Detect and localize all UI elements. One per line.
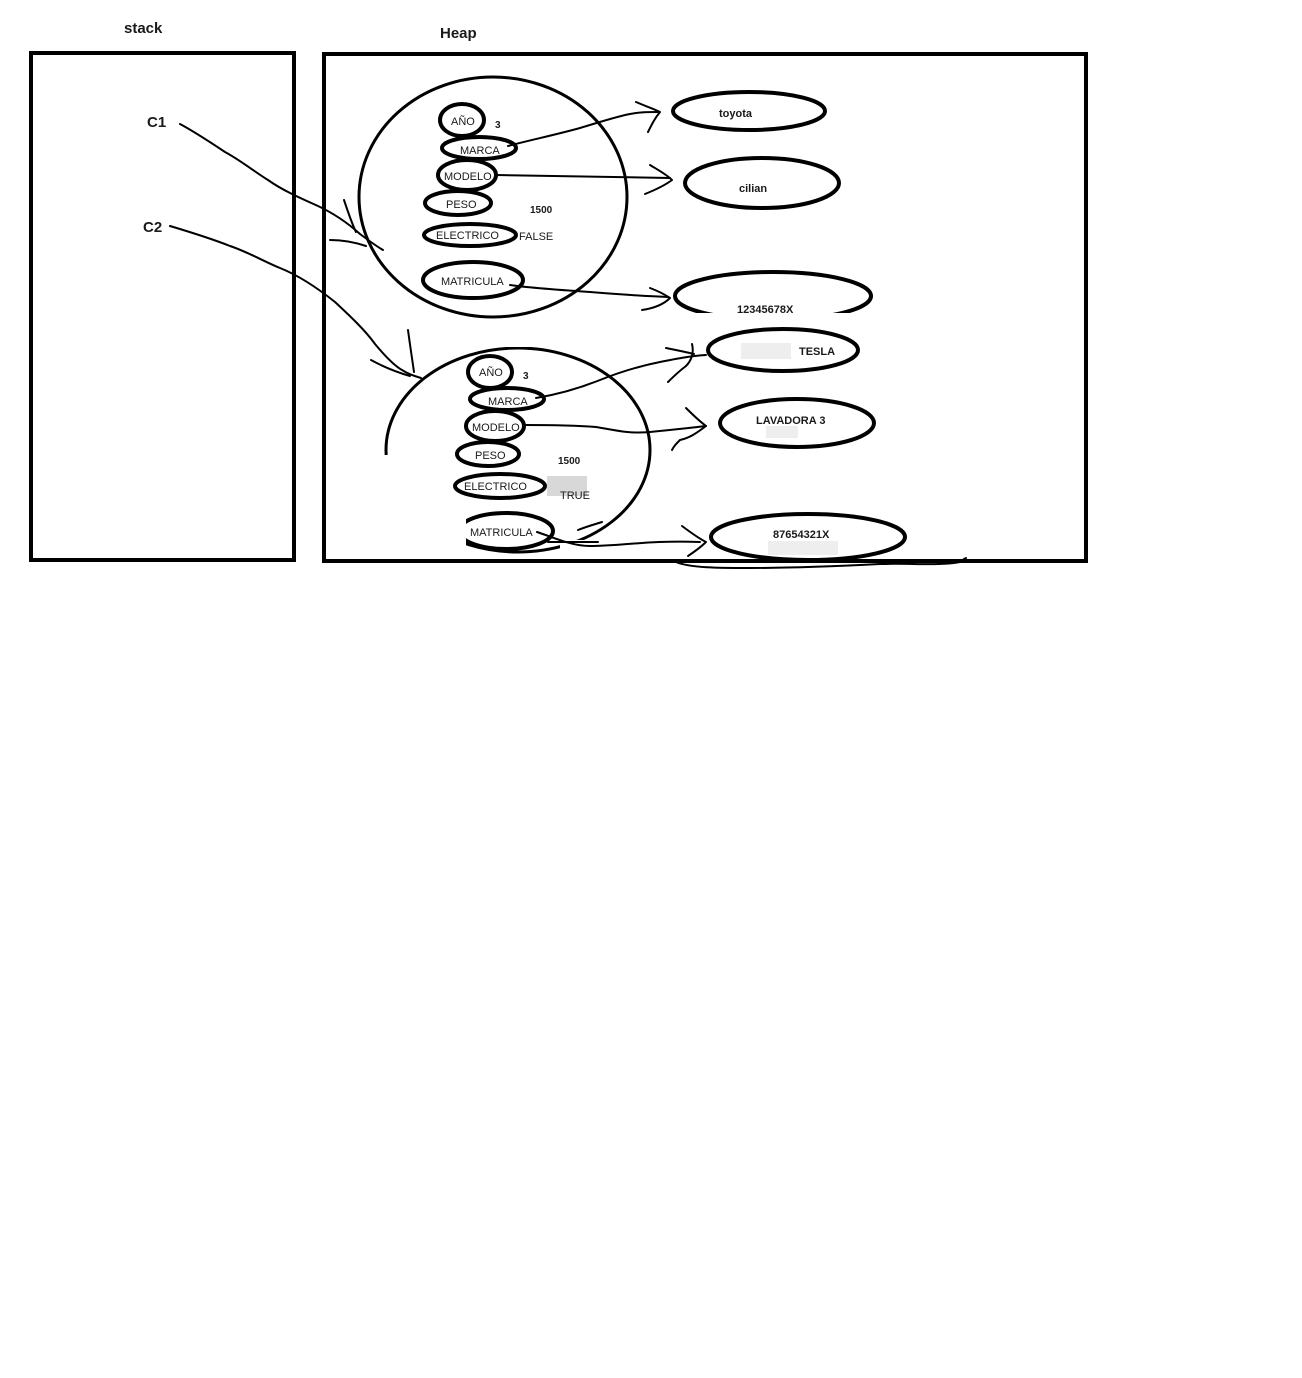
object-c2: AÑO 3 MARCA MODELO PESO 1500 ELECTRICO T… <box>384 333 652 554</box>
arrow-modelo2-head <box>671 407 707 451</box>
string-toyota-text: toyota <box>719 108 753 120</box>
arrow-marca2-to-tesla <box>535 354 707 399</box>
bottom-scribble <box>675 557 967 569</box>
arrow-marca2-head <box>665 343 695 383</box>
field-marca-oval <box>440 135 518 161</box>
arrow-matricula2-head <box>681 525 707 557</box>
field-anio-oval <box>438 102 486 138</box>
field-modelo-label: MODELO <box>472 422 520 434</box>
arrow-marca1-head <box>635 101 661 133</box>
arrow-c1-to-object1 <box>179 123 384 251</box>
field-electrico-value: TRUE <box>560 490 590 502</box>
string-lavadora-text: LAVADORA 3 <box>756 415 825 427</box>
field-marca-label: MARCA <box>460 145 500 157</box>
field-electrico-oval <box>453 472 547 500</box>
object-c2-eraser-left <box>384 455 460 547</box>
field-anio-label: AÑO <box>451 115 475 128</box>
string-matricula2-oval <box>709 512 907 562</box>
field-anio-label: AÑO <box>479 366 503 379</box>
stack-var-c2: C2 <box>143 219 162 236</box>
electrico-smudge <box>547 476 587 496</box>
field-peso-label: PESO <box>475 450 506 462</box>
stack-var-c1: C1 <box>147 114 166 131</box>
field-matricula-eraser <box>456 512 466 550</box>
field-matricula-label: MATRICULA <box>470 527 533 539</box>
arrow-matricula1-head <box>641 287 671 311</box>
field-electrico-oval <box>422 222 518 248</box>
arrow-modelo2-to-lavadora <box>523 424 707 434</box>
field-anio-value: 3 <box>495 120 501 131</box>
string-tesla-smudge <box>741 343 791 359</box>
arrow-marca1-to-toyota <box>507 111 659 147</box>
arrow-matricula2-to-string <box>536 531 701 547</box>
arrow-matricula2-scribble <box>547 521 603 543</box>
string-toyota-oval <box>671 90 827 132</box>
field-electrico-label: ELECTRICO <box>464 481 527 493</box>
object-c2-outline <box>384 346 652 554</box>
field-marca-label: MARCA <box>488 396 528 408</box>
arrow-matricula1-to-string <box>509 284 669 298</box>
field-electrico-value: FALSE <box>519 231 553 243</box>
arrow-c2-to-object2 <box>169 225 422 379</box>
arrow-c1-head <box>329 199 367 247</box>
string-tesla-text: TESLA <box>799 346 835 358</box>
field-peso-label: PESO <box>446 199 477 211</box>
arrow-c2-head <box>370 329 415 377</box>
string-matricula1-eraser <box>660 313 900 329</box>
string-lavadora-oval <box>718 397 876 449</box>
field-modelo-label: MODELO <box>444 171 492 183</box>
string-cilian-text: cilian <box>739 183 767 195</box>
stack-label: stack <box>124 20 163 37</box>
field-peso-oval <box>455 440 521 468</box>
object-c2-eraser-top <box>462 333 602 347</box>
heap-label: Heap <box>440 25 477 42</box>
field-peso-value: 1500 <box>530 205 553 216</box>
field-marca-oval <box>468 386 546 412</box>
string-matricula1-text: 12345678X <box>737 304 794 316</box>
string-lavadora-smudge <box>766 426 798 438</box>
field-peso-value: 1500 <box>558 456 581 467</box>
object-c1-outline <box>357 75 629 319</box>
field-matricula-oval <box>421 260 525 300</box>
arrow-modelo1-to-cilian <box>495 174 671 179</box>
heap-box <box>322 52 1088 563</box>
string-tesla-oval <box>706 327 860 373</box>
stack-box <box>29 51 296 562</box>
string-cilian-oval <box>683 156 841 210</box>
field-peso-oval <box>423 189 493 217</box>
arrow-modelo1-head <box>644 164 673 195</box>
string-matricula2-text: 87654321X <box>773 529 830 541</box>
field-matricula-label: MATRICULA <box>441 276 504 288</box>
object-c1: AÑO 3 MARCA MODELO PESO 1500 ELECTRICO F… <box>357 75 629 319</box>
field-anio-value: 3 <box>523 371 529 382</box>
string-matricula2-smudge <box>768 541 838 555</box>
field-electrico-label: ELECTRICO <box>436 230 499 242</box>
